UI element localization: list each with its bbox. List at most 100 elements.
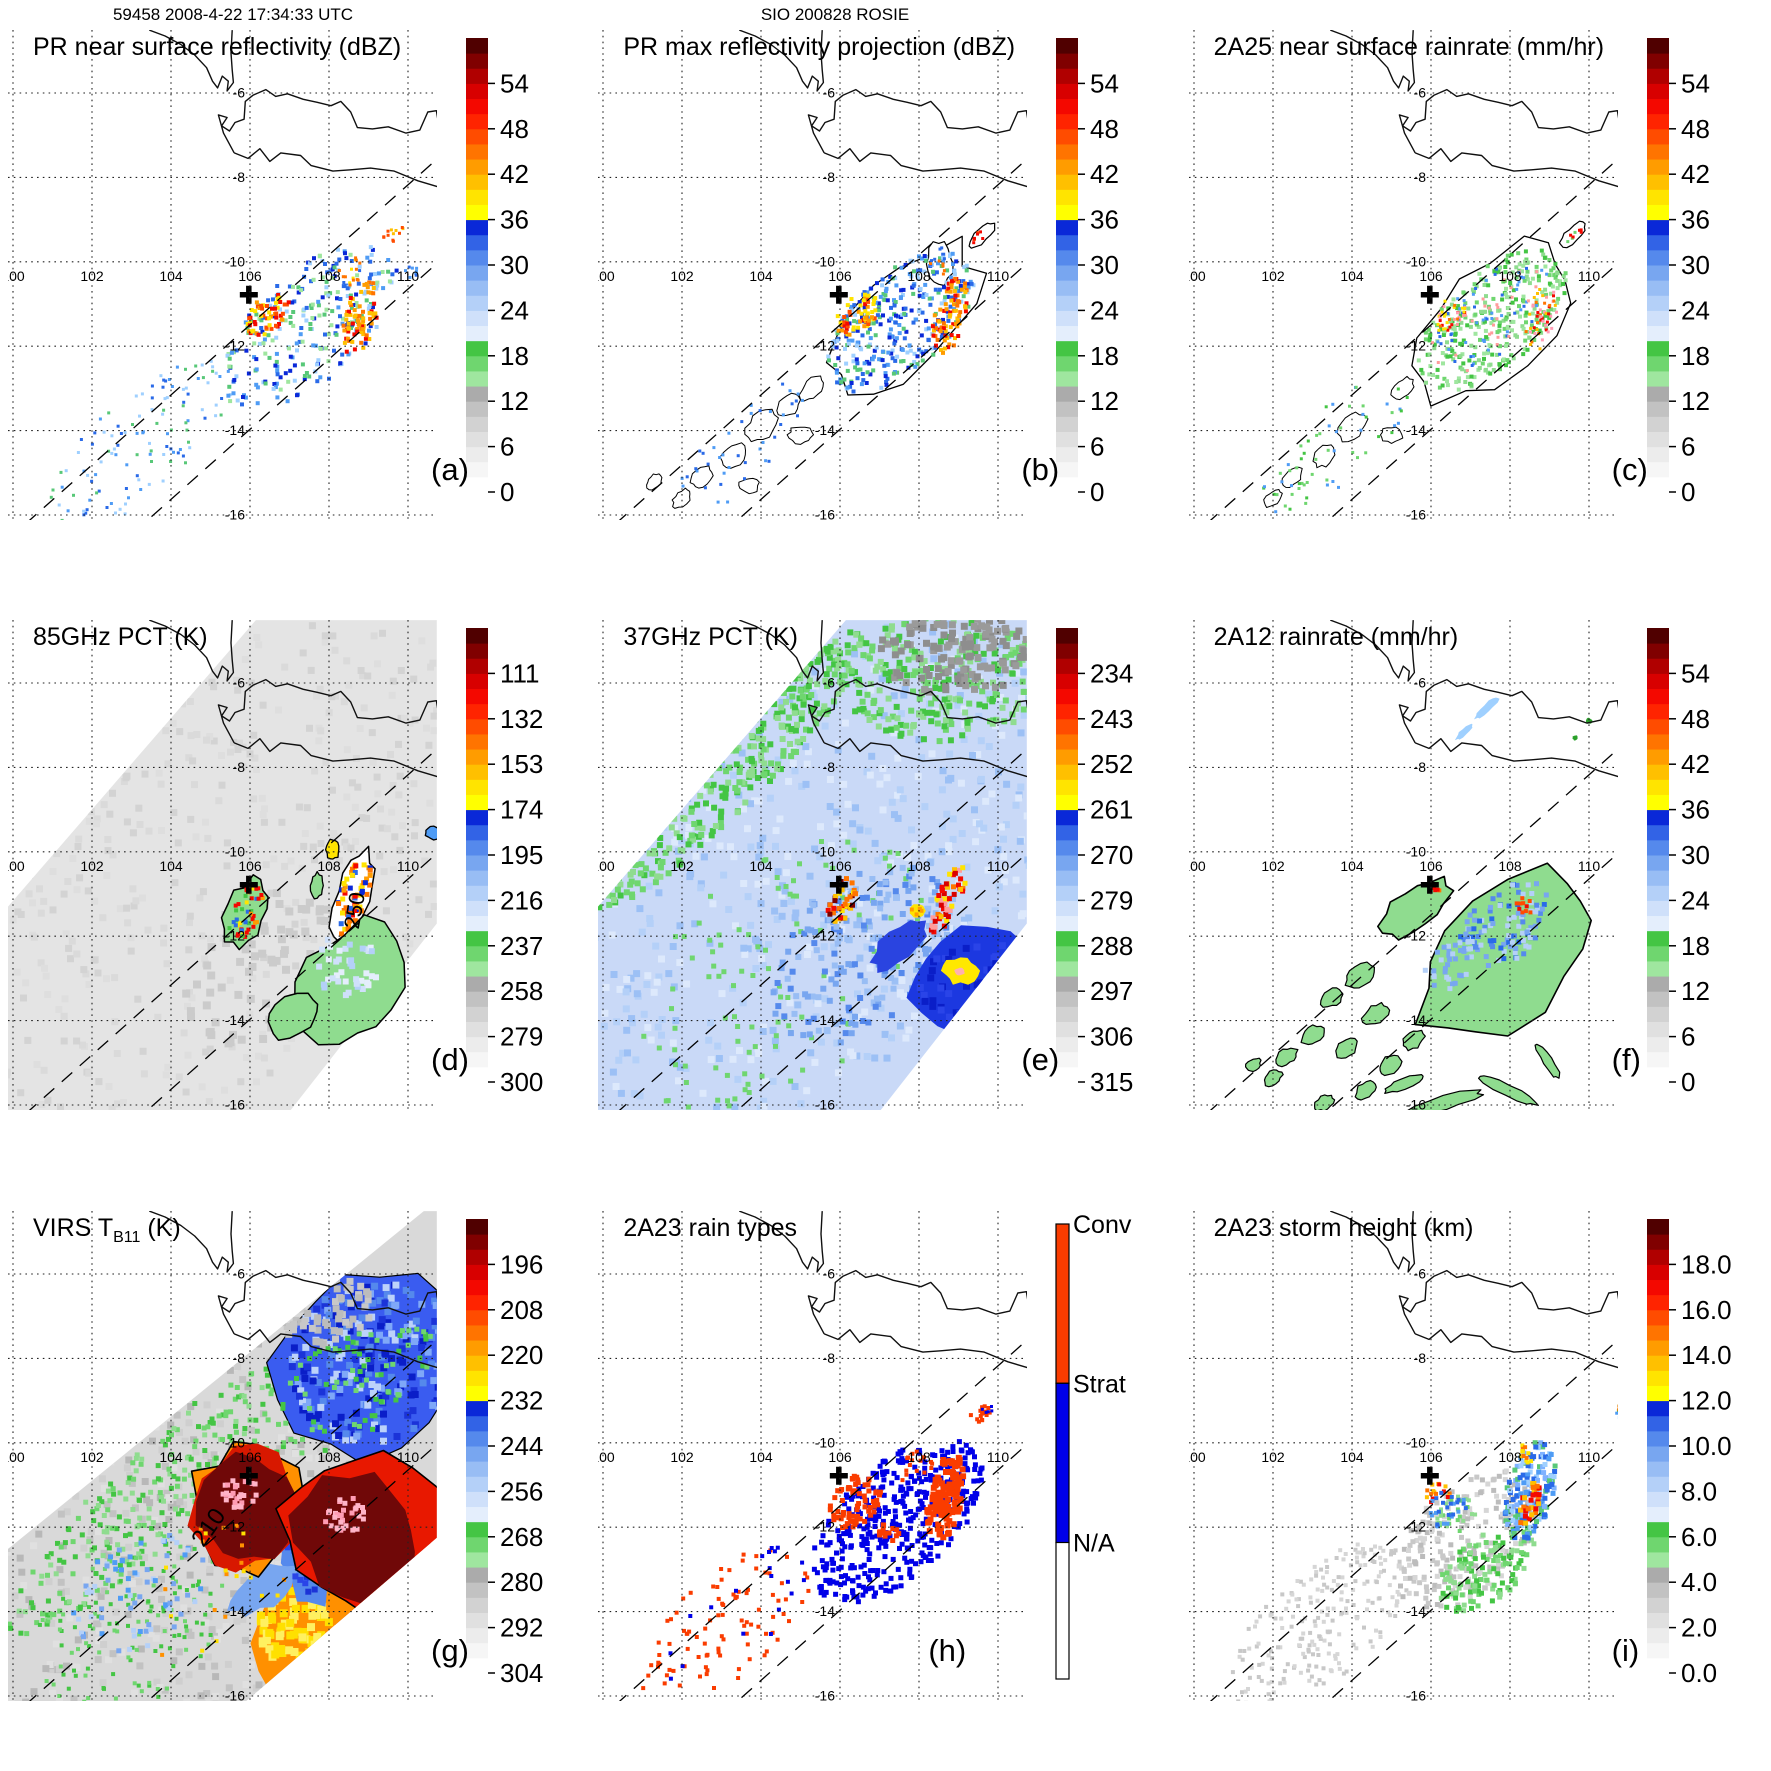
colorbar-tick-label: 292 [500,1612,543,1642]
cyclone-center-marker [239,285,258,304]
data-speckles [981,1404,994,1414]
data-speckles [969,1403,993,1424]
graticule [598,30,1028,520]
data-blob [671,487,691,509]
latitude-label: -12 [225,1518,245,1534]
panel-f: 100 102 104 106 108 110 -6 -8 -10 -12 -14 -16 54 48 42… [1181,590,1771,1180]
latitude-label: -8 [823,759,836,775]
data-blob [1379,426,1403,444]
data-speckles [1518,1443,1533,1465]
latitude-label: -8 [823,1350,836,1366]
latitude-label: -12 [225,338,245,354]
longitude-label: 106 [238,1448,262,1464]
panel-a: 100 102 104 106 108 110 -6 -8 -10 -12 -14 -16 54 48 42… [0,0,590,590]
colorbar-tick-label: 306 [1090,1022,1133,1052]
data-blob [220,874,269,951]
colorbar-tick-label: 42 [1090,159,1119,189]
latitude-label: -6 [1413,85,1426,101]
longitude-label: 110 [1577,268,1600,284]
coastline [1329,30,1415,92]
longitude-label: 104 [750,268,774,284]
colorbar-tick-label: 279 [1090,886,1133,916]
cyclone-center-marker [1420,876,1439,895]
colorbar-tick-label: 6.0 [1681,1521,1717,1551]
longitude-label: 104 [159,858,183,874]
panel-letter: (e) [1021,1042,1060,1078]
colorbar-tick-label: 0 [1681,477,1695,507]
latitude-label: -16 [225,507,245,523]
data-speckles [641,1548,811,1690]
coastline [1398,1269,1618,1334]
latitude-label: -10 [815,844,835,860]
panel-letter: (i) [1611,1632,1640,1668]
coastline [739,1210,825,1273]
data-speckles [680,382,805,504]
panel-c: 100 102 104 106 108 110 -6 -8 -10 -12 -14 -16 54 48 42… [1181,0,1771,590]
coastline [217,88,437,154]
colorbar-tick-label: 24 [1681,886,1710,916]
colorbar-tick-label: 12 [1681,386,1710,416]
data-blob [309,871,324,900]
latitude-label: -10 [225,844,245,860]
colorbar-tick-label: 208 [500,1294,543,1324]
colorbar: 196 208 220 232 244 256 268 280 292 304 [466,1218,543,1688]
longitude-label: 108 [317,1448,341,1464]
panel-title-text: 2A12 rainrate (mm/hr) [1213,623,1459,652]
map-svg-c: 100 102 104 106 108 110 -6 -8 -10 -12 -14 -16 54 48 42… [1182,30,1710,520]
coastline [1398,679,1618,744]
longitude-label: 102 [671,268,695,284]
longitude-label: 104 [159,268,183,284]
coastline [217,679,437,744]
colorbar-tick-label: 232 [500,1385,543,1415]
map-svg-e: 100 102 104 106 108 110 -6 -8 -10 -12 -14 -16 234 243… [598,620,1134,1111]
data-speckles [1524,288,1558,351]
latitude-label: -10 [225,253,245,269]
latitude-label: -16 [815,507,835,523]
panel-g: 210 100 102 104 106 108 110 -6 -8 -10 -12 -14 -16 196… [0,1181,590,1771]
coastline [808,679,1028,744]
colorbar-tick-label: 6 [1681,432,1695,462]
longitude-label: 108 [1498,268,1522,284]
data-speckles [877,1522,902,1543]
map-area: 100 102 104 106 108 110 -6 -8 -10 -12 -14 -16 [598,30,1028,523]
coastline [1329,620,1415,682]
longitude-label: 108 [1498,1448,1522,1464]
longitude-label: 104 [750,1448,774,1464]
colorbar-tick-label: 30 [500,250,529,280]
colorbar-tick-label: 54 [500,68,529,98]
coastline [149,30,235,92]
latitude-label: -8 [1413,1350,1426,1366]
coastline [739,620,825,682]
data-blob [1244,1057,1262,1073]
graticule [1188,620,1618,1111]
colorbar-tick-label: 280 [500,1567,543,1597]
data-blob [776,392,802,417]
map-area: 100 102 104 106 108 110 -6 -8 -10 -12 -14 -16 [592,1210,1028,1701]
graticule [598,1210,1028,1701]
data-speckles [900,1449,935,1482]
data-speckles [316,937,379,999]
data-speckles [220,1477,259,1510]
colorbar-tick-label: 237 [500,931,543,961]
colorbar: Conv Strat N/A [1055,1211,1132,1680]
colorbar-tick-label: 0 [1681,1067,1695,1097]
longitude-label: 100 [592,1448,616,1464]
cyclone-center-marker [830,876,849,895]
longitude-label: 100 [1182,268,1206,284]
colorbar-tick-label: 48 [1681,704,1710,734]
data-blob [1319,987,1344,1009]
latitude-label: -12 [225,928,245,944]
colorbar-tick-label: 36 [1090,205,1119,235]
longitude-label: 110 [987,858,1010,874]
coastline [808,1269,1028,1334]
data-blob [646,473,663,491]
colorbar-tick-label: 24 [500,295,529,325]
data-speckles [49,359,232,520]
data-blob [1402,1030,1426,1052]
data-speckles [382,226,405,243]
latitude-label: -12 [1405,1518,1425,1534]
latitude-label: -6 [233,85,246,101]
panel-letter: (g) [431,1632,469,1668]
data-blob [1379,1055,1403,1077]
